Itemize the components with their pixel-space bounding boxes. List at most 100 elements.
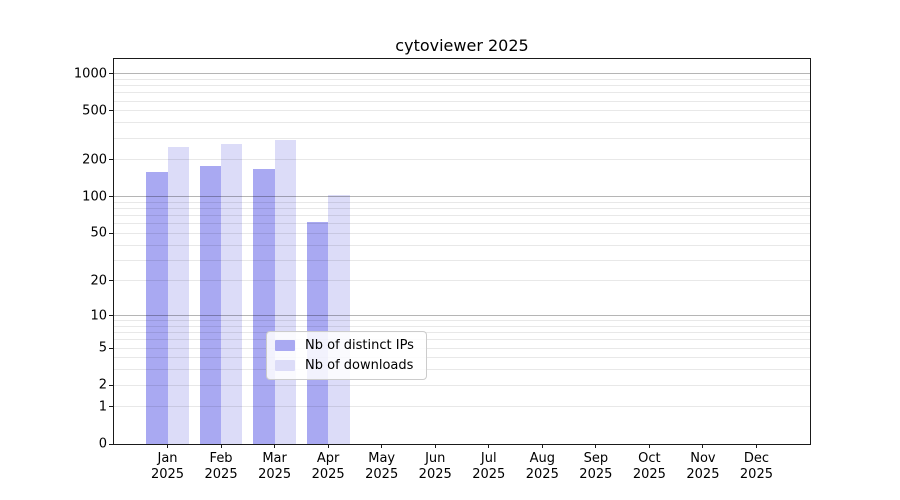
y-tick-mark: [109, 73, 113, 75]
y-tick-mark: [109, 110, 113, 112]
y-tick-label: 20: [90, 273, 107, 289]
x-tick-year: 2025: [472, 467, 506, 482]
x-tick-year: 2025: [418, 467, 452, 482]
x-tick-label-jun: Jun 2025: [400, 451, 470, 483]
x-tick-label-nov: Nov 2025: [668, 451, 738, 483]
y-tick-label: 1: [98, 399, 107, 415]
x-tick-mark: [327, 444, 329, 448]
gridline-minor: [114, 384, 810, 386]
x-tick-label-mar: Mar 2025: [240, 451, 310, 483]
gridline-minor: [114, 259, 810, 261]
gridline-minor: [114, 369, 810, 371]
y-tick-label: 2: [98, 377, 107, 393]
gridline-major: [114, 73, 810, 75]
legend-row: Nb of distinct IPs: [275, 338, 414, 353]
gridline-minor: [114, 110, 810, 112]
gridline-minor: [114, 215, 810, 217]
x-tick-month: Dec: [743, 451, 770, 466]
x-tick-label-oct: Oct 2025: [614, 451, 684, 483]
gridline-minor: [114, 201, 810, 203]
y-tick-label: 100: [82, 189, 107, 205]
y-tick-mark: [109, 406, 113, 408]
x-tick-month: Jul: [480, 451, 497, 466]
x-tick-month: May: [368, 451, 396, 466]
x-tick-month: Feb: [209, 451, 233, 466]
x-tick-mark: [220, 444, 222, 448]
legend-swatch: [275, 360, 295, 371]
gridline-minor: [114, 223, 810, 225]
bar-nb-of-downloads-jan: [167, 146, 189, 444]
bar-nb-of-distinct-ips-feb: [199, 165, 222, 444]
x-tick-mark: [167, 444, 169, 448]
y-tick-mark: [109, 232, 113, 234]
x-tick-year: 2025: [739, 467, 773, 482]
x-tick-month: Apr: [316, 451, 340, 466]
y-tick-label: 5: [98, 340, 107, 356]
y-tick-mark: [109, 196, 113, 198]
x-tick-year: 2025: [311, 467, 345, 482]
x-tick-mark: [274, 444, 276, 448]
gridline-minor: [114, 137, 810, 139]
bar-nb-of-distinct-ips-jan: [146, 172, 168, 444]
y-tick-mark: [109, 280, 113, 282]
gridline-minor: [114, 244, 810, 246]
gridline-minor: [114, 339, 810, 341]
x-tick-month: Oct: [638, 451, 661, 466]
x-tick-label-may: May 2025: [347, 451, 417, 483]
y-tick-mark: [109, 384, 113, 386]
x-tick-year: 2025: [632, 467, 666, 482]
x-tick-label-jul: Jul 2025: [454, 451, 524, 483]
x-tick-year: 2025: [204, 467, 238, 482]
gridline-minor: [114, 280, 810, 282]
x-tick-year: 2025: [686, 467, 720, 482]
x-tick-mark: [648, 444, 650, 448]
legend: Nb of distinct IPs Nb of downloads: [266, 331, 427, 380]
x-tick-label-feb: Feb 2025: [186, 451, 256, 483]
x-tick-month: Nov: [690, 451, 716, 466]
x-tick-month: Aug: [529, 451, 555, 466]
x-tick-mark: [488, 444, 490, 448]
legend-swatch: [275, 340, 295, 351]
x-tick-label-dec: Dec 2025: [721, 451, 791, 483]
y-tick-label: 0: [98, 436, 107, 452]
x-tick-label-apr: Apr 2025: [293, 451, 363, 483]
x-tick-mark: [381, 444, 383, 448]
gridline-minor: [114, 92, 810, 94]
bar-nb-of-downloads-feb: [221, 143, 243, 444]
x-tick-year: 2025: [579, 467, 613, 482]
gridline-minor: [114, 85, 810, 87]
gridline-minor: [114, 332, 810, 334]
legend-label: Nb of downloads: [305, 358, 414, 373]
gridline-minor: [114, 208, 810, 210]
x-tick-month: Sep: [583, 451, 609, 466]
x-tick-mark: [541, 444, 543, 448]
x-tick-mark: [434, 444, 436, 448]
x-tick-year: 2025: [365, 467, 399, 482]
legend-row: Nb of downloads: [275, 358, 414, 373]
gridline-minor: [114, 347, 810, 349]
x-tick-month: Jan: [157, 451, 178, 466]
y-tick-label: 50: [90, 225, 107, 241]
chart-title: cytoviewer 2025: [395, 36, 529, 55]
x-tick-month: Jun: [425, 451, 446, 466]
gridline-minor: [114, 122, 810, 124]
y-tick-mark: [109, 347, 113, 349]
y-tick-mark: [109, 443, 113, 445]
x-tick-label-sep: Sep 2025: [561, 451, 631, 483]
gridline-minor: [114, 232, 810, 234]
gridline-minor: [114, 406, 810, 408]
bar-nb-of-downloads-apr: [328, 195, 350, 444]
bar-nb-of-distinct-ips-mar: [253, 168, 275, 444]
x-tick-label-jan: Jan 2025: [133, 451, 203, 483]
gridline-minor: [114, 357, 810, 359]
gridline-minor: [114, 320, 810, 322]
y-tick-mark: [109, 159, 113, 161]
gridline-minor: [114, 159, 810, 161]
gridline-minor: [114, 100, 810, 102]
legend-label: Nb of distinct IPs: [305, 338, 414, 353]
y-tick-label: 200: [82, 152, 107, 168]
y-tick-label: 10: [90, 308, 107, 324]
x-tick-mark: [595, 444, 597, 448]
x-tick-month: Mar: [262, 451, 287, 466]
